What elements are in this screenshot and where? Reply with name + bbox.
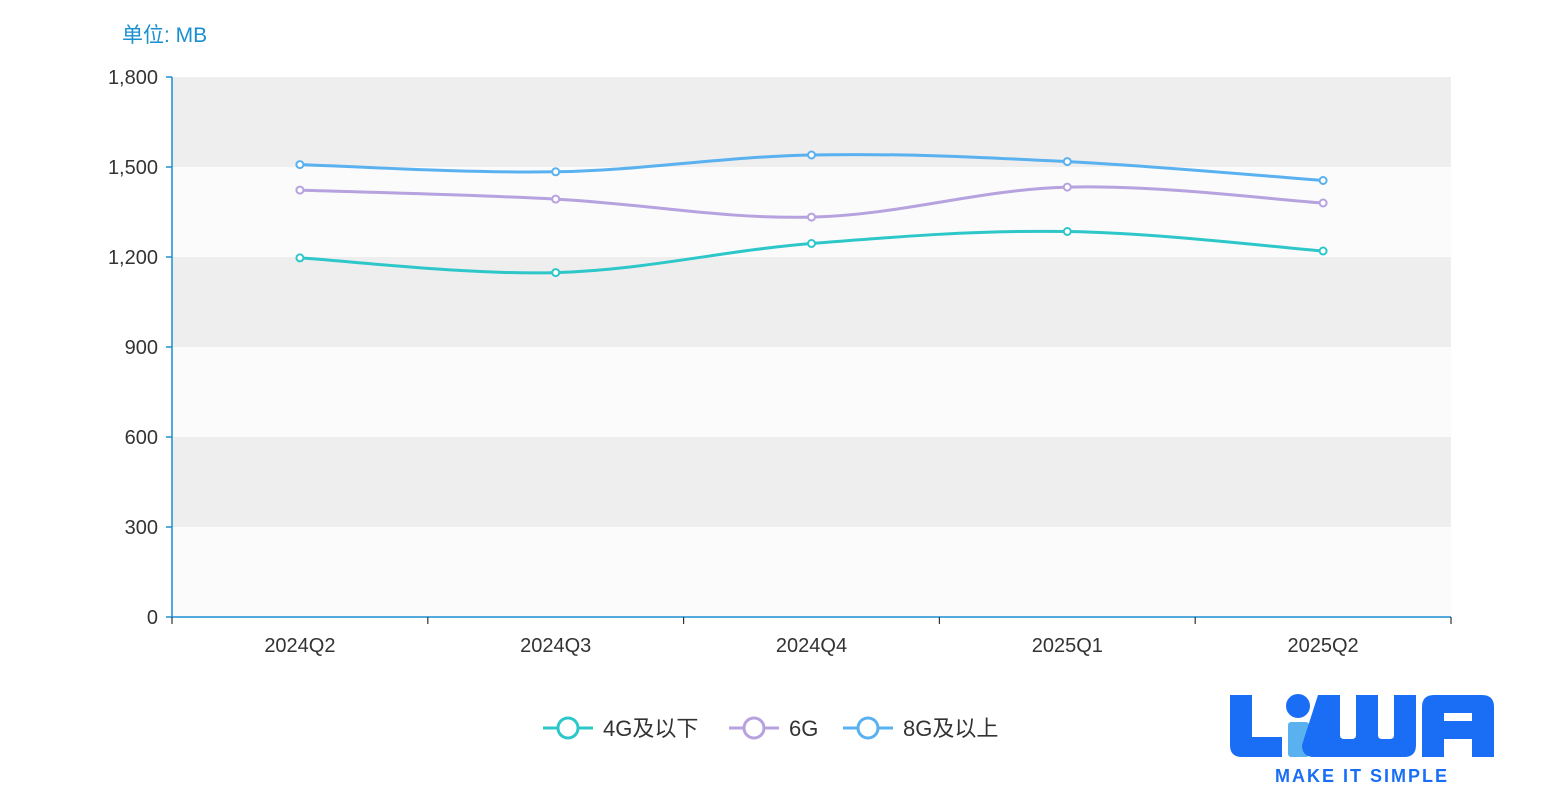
legend-item: 8G及以上 (843, 716, 998, 741)
x-tick-label: 2024Q4 (776, 635, 847, 657)
data-point (1318, 176, 1328, 185)
grid-band (172, 347, 1451, 437)
x-tick-label: 2024Q3 (520, 635, 591, 657)
data-point (551, 194, 561, 204)
grid-band (172, 257, 1451, 347)
data-point (807, 150, 816, 160)
legend-marker-icon (856, 716, 880, 740)
y-tick-label: 1,800 (108, 67, 158, 89)
grid-band (172, 527, 1451, 617)
data-point (1062, 227, 1072, 236)
logo-tagline: MAKE IT SIMPLE (1275, 766, 1449, 786)
logo-letter-l (1230, 695, 1282, 757)
data-point (1318, 198, 1328, 208)
data-point (807, 239, 816, 248)
legend-marker-icon (742, 716, 766, 740)
series-3 (295, 150, 1328, 185)
legend-item: 6G (729, 716, 818, 741)
legend: 4G及以下 6G 8G及以上 (543, 716, 998, 741)
logo-dot-i (1286, 694, 1310, 718)
logo-letter-a (1422, 695, 1494, 757)
legend-label: 4G及以下 (603, 716, 698, 741)
series-1 (295, 227, 1328, 278)
series-2 (295, 182, 1328, 222)
y-tick-label: 1,500 (108, 157, 158, 179)
data-point (1062, 182, 1072, 192)
series-layer (295, 150, 1328, 278)
legend-item: 4G及以下 (543, 716, 698, 741)
liwa-logo: MAKE IT SIMPLE (1230, 694, 1494, 786)
x-tick-label: 2025Q1 (1032, 635, 1103, 657)
grid-band (172, 437, 1451, 527)
data-point (551, 167, 561, 177)
legend-marker-icon (556, 716, 580, 740)
x-tick-label: 2025Q2 (1288, 635, 1359, 657)
y-tick-label: 600 (125, 427, 158, 449)
y-tick-label: 0 (147, 607, 158, 629)
y-tick-label: 1,200 (108, 247, 158, 269)
legend-label: 8G及以上 (903, 716, 998, 741)
data-point (1318, 246, 1328, 256)
unit-label: 单位: MB (122, 24, 207, 47)
data-point (295, 185, 305, 195)
data-point (1062, 157, 1072, 167)
data-point (295, 253, 305, 263)
y-tick-label: 900 (125, 337, 158, 359)
data-point (295, 160, 305, 170)
legend-label: 6G (789, 716, 818, 741)
y-axis: 0 300 600 900 1,200 1,500 1,800 (108, 67, 173, 629)
data-point (551, 268, 561, 278)
data-point (807, 212, 816, 222)
x-axis: 2024Q2 2024Q3 2024Q4 2025Q1 2025Q2 (171, 616, 1452, 657)
y-tick-label: 300 (125, 517, 158, 539)
logo-letter-w (1302, 695, 1416, 757)
x-tick-label: 2024Q2 (264, 635, 335, 657)
